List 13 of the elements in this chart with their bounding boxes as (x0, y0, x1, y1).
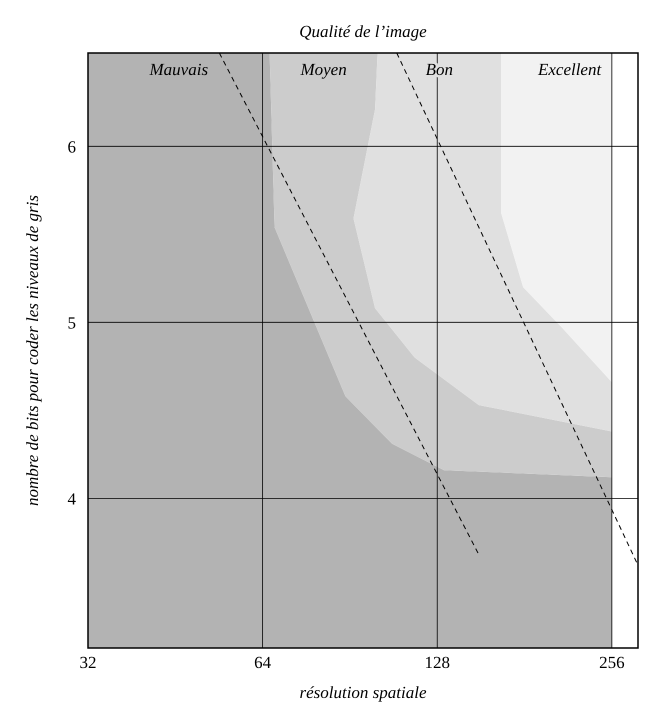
y-axis-title: nombre de bits pour coder les niveaux de gris (23, 194, 42, 506)
y-tick-label: 6 (68, 137, 76, 156)
x-tick-label: 128 (424, 653, 450, 672)
x-tick-label: 256 (599, 653, 625, 672)
chart-title: Qualité de l’image (299, 22, 428, 41)
series-label: Mauvais (148, 60, 208, 79)
y-tick-label: 4 (68, 489, 76, 508)
x-tick-label: 32 (80, 653, 96, 672)
series-label: Moyen (299, 60, 347, 79)
x-axis-title: résolution spatiale (299, 683, 427, 702)
y-tick-label: 5 (68, 313, 76, 332)
series-label: Excellent (536, 60, 602, 79)
x-tick-label: 64 (254, 653, 272, 672)
